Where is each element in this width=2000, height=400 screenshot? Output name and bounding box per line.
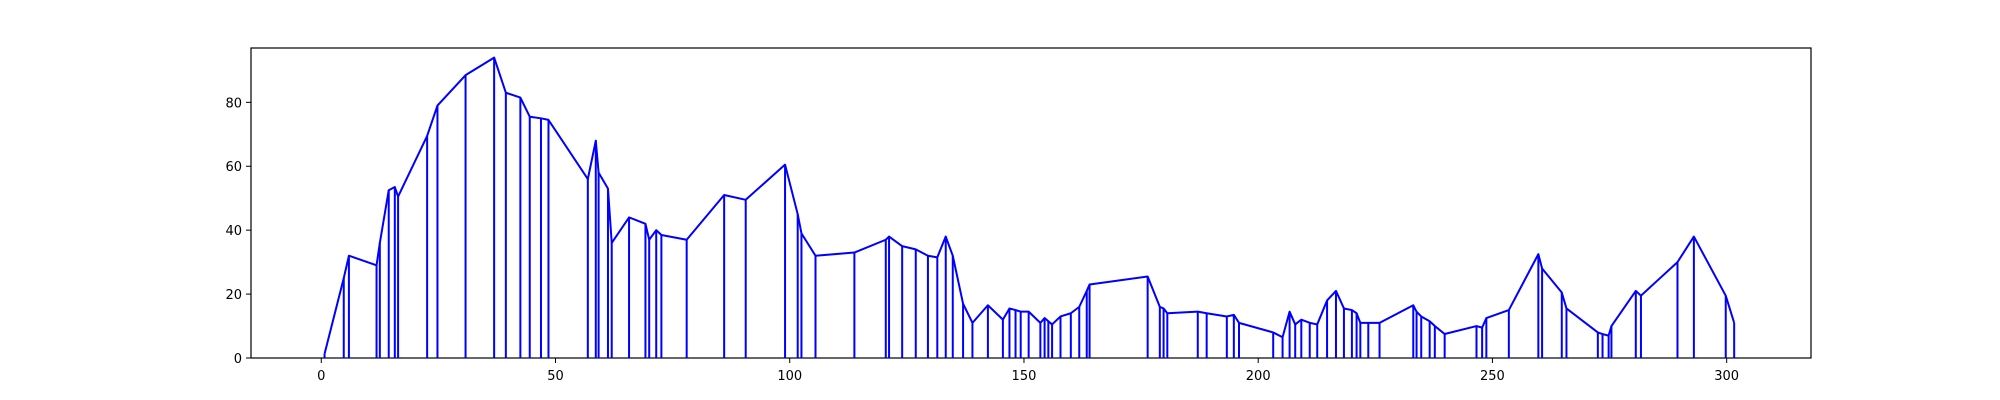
x-tick-label: 250 xyxy=(1480,369,1505,384)
x-tick-label: 0 xyxy=(317,369,325,384)
y-tick-label: 40 xyxy=(225,224,242,239)
plot-area-frame xyxy=(250,47,1812,359)
x-axis-ticks: 0 50 100 150 200 250 300 xyxy=(317,358,1739,384)
series-layer xyxy=(323,56,1736,355)
y-tick-label: 60 xyxy=(225,160,242,175)
x-tick-label: 50 xyxy=(547,369,564,384)
y-tick-label: 0 xyxy=(234,352,242,367)
x-tick-label: 100 xyxy=(777,369,802,384)
x-tick-label: 200 xyxy=(1246,369,1271,384)
series-line xyxy=(323,56,1736,355)
x-tick-label: 300 xyxy=(1714,369,1739,384)
y-axis-ticks: 0 20 40 60 80 xyxy=(225,96,251,367)
stems xyxy=(323,57,1736,358)
y-tick-label: 20 xyxy=(225,288,242,303)
y-tick-label: 80 xyxy=(225,96,242,111)
axes xyxy=(250,47,1812,359)
x-tick-label: 150 xyxy=(1012,369,1037,384)
